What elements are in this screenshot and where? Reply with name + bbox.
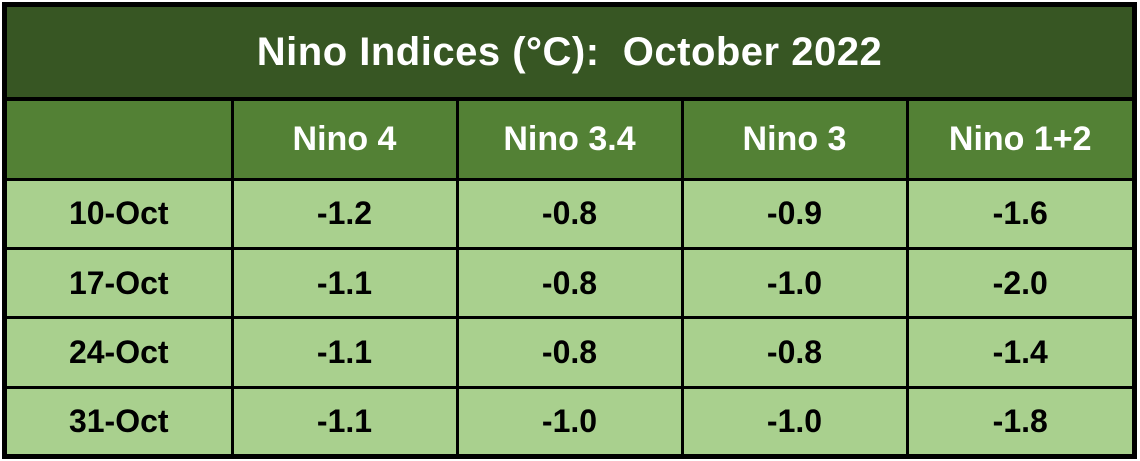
table-cell: -0.8 [455, 316, 684, 389]
table-cell: -1.8 [905, 385, 1132, 454]
table-body: 10-Oct -1.2 -0.8 -0.9 -1.6 17-Oct -1.1 -… [7, 177, 1132, 454]
table-cell: -1.1 [230, 385, 459, 454]
table-cell: -1.1 [230, 316, 459, 389]
column-header-nino12: Nino 1+2 [905, 101, 1132, 181]
table-row: 24-Oct -1.1 -0.8 -0.8 -1.4 [7, 316, 1132, 389]
table-cell: -1.6 [905, 177, 1132, 250]
column-header-nino3: Nino 3 [680, 101, 909, 181]
table-row: 31-Oct -1.1 -1.0 -1.0 -1.8 [7, 385, 1132, 454]
column-header-nino4: Nino 4 [230, 101, 459, 181]
table-row: 17-Oct -1.1 -0.8 -1.0 -2.0 [7, 246, 1132, 320]
row-label: 31-Oct [7, 385, 234, 454]
row-label: 10-Oct [7, 177, 234, 250]
table-cell: -0.8 [680, 316, 909, 389]
row-label: 17-Oct [7, 246, 234, 320]
table-cell: -1.1 [230, 246, 459, 320]
table-header: Nino 4 Nino 3.4 Nino 3 Nino 1+2 [7, 101, 1132, 181]
table-cell: -0.9 [680, 177, 909, 250]
table-row: 10-Oct -1.2 -0.8 -0.9 -1.6 [7, 177, 1132, 250]
nino-data-table: Nino 4 Nino 3.4 Nino 3 Nino 1+2 10-Oct -… [7, 101, 1132, 454]
table-cell: -1.2 [230, 177, 459, 250]
table-cell: -2.0 [905, 246, 1132, 320]
table-cell: -1.0 [680, 385, 909, 454]
header-row: Nino 4 Nino 3.4 Nino 3 Nino 1+2 [7, 101, 1132, 181]
corner-cell [7, 101, 234, 181]
table-title: Nino Indices (°C): October 2022 [7, 7, 1132, 101]
table-cell: -0.8 [455, 177, 684, 250]
table-cell: -0.8 [455, 246, 684, 320]
table-cell: -1.4 [905, 316, 1132, 389]
row-label: 24-Oct [7, 316, 234, 389]
table-cell: -1.0 [455, 385, 684, 454]
table-cell: -1.0 [680, 246, 909, 320]
column-header-nino34: Nino 3.4 [455, 101, 684, 181]
